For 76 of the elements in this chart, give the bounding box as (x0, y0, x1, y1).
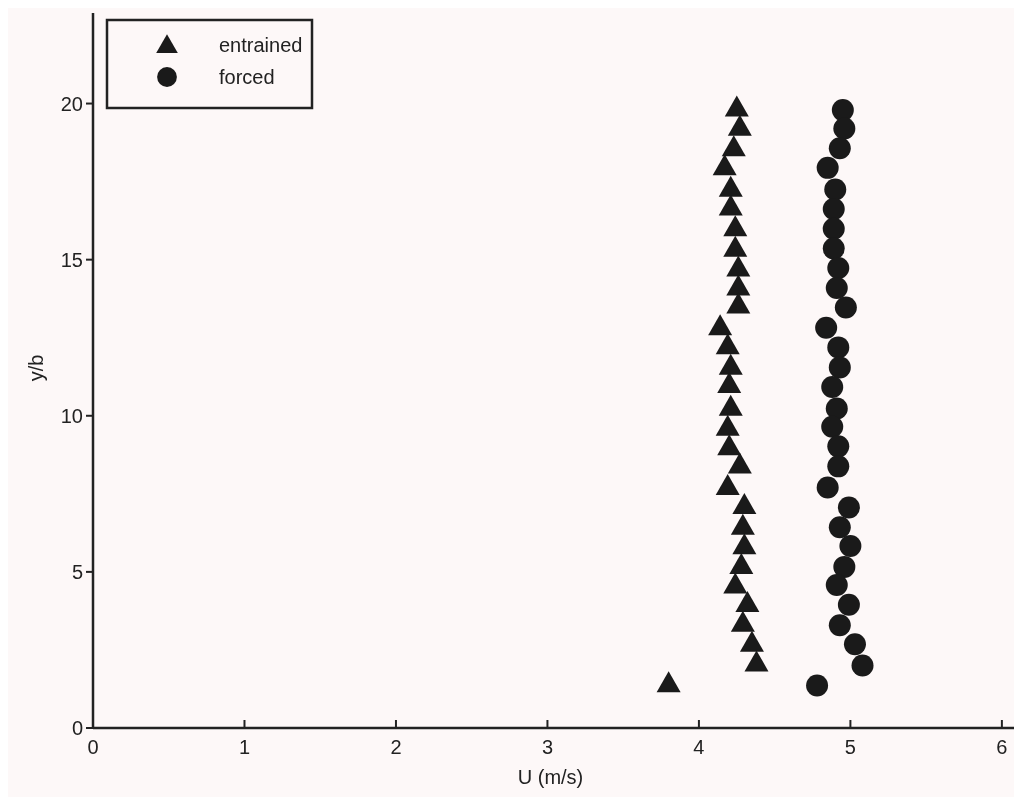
x-tick-label: 3 (541, 736, 553, 758)
x-tick-label: 0 (87, 736, 99, 758)
point (717, 434, 742, 456)
point (839, 534, 862, 557)
point (822, 198, 845, 221)
y-tick-label: 15 (60, 248, 83, 271)
point (732, 533, 757, 555)
x-axis-title: U (m/s) (517, 766, 584, 788)
y-tick-label: 5 (71, 560, 83, 583)
point (822, 237, 845, 260)
point (822, 217, 845, 240)
point (827, 336, 850, 359)
point (837, 496, 860, 519)
point (712, 154, 737, 176)
point (656, 671, 681, 693)
point (806, 674, 829, 697)
point (718, 394, 743, 416)
point (726, 255, 751, 277)
point (744, 650, 769, 672)
point (721, 135, 746, 157)
point (825, 574, 848, 596)
point (730, 513, 755, 535)
point (827, 257, 850, 280)
y-tick-label: 10 (60, 404, 83, 427)
point (843, 633, 866, 656)
point (718, 194, 743, 216)
point (828, 614, 851, 637)
point (718, 175, 743, 197)
x-tick-label: 1 (238, 736, 251, 758)
y-tick-label: 20 (60, 92, 83, 115)
legend-label: entrained (219, 34, 303, 56)
point (837, 593, 860, 616)
point (833, 555, 856, 578)
point (735, 591, 760, 613)
point (825, 397, 848, 420)
point (715, 474, 740, 496)
point (825, 277, 848, 300)
point (739, 630, 764, 652)
x-tick-label: 5 (844, 736, 856, 758)
point (724, 95, 749, 117)
point (729, 553, 754, 575)
point (726, 274, 751, 296)
x-tick-label: 6 (996, 736, 1008, 758)
y-tick-label: 0 (71, 717, 83, 739)
point (827, 435, 850, 458)
point (816, 476, 839, 499)
point (828, 137, 851, 160)
point (821, 376, 844, 399)
point (727, 114, 752, 136)
x-tick-label: 2 (390, 736, 402, 758)
point (723, 215, 748, 237)
point (730, 610, 755, 632)
point (851, 654, 874, 677)
point (824, 178, 847, 201)
point (834, 296, 857, 319)
point (715, 414, 740, 436)
point (828, 356, 851, 379)
legend-label: forced (219, 66, 275, 88)
point (723, 572, 748, 594)
point (827, 455, 850, 478)
point (717, 371, 742, 393)
point (815, 316, 838, 339)
point (816, 156, 839, 179)
point (727, 452, 752, 474)
y-axis-title: y/b (25, 354, 47, 382)
point (726, 292, 751, 314)
point (833, 117, 856, 140)
point (708, 314, 733, 336)
point (723, 235, 748, 257)
point (831, 99, 854, 122)
point (821, 415, 844, 438)
point (718, 353, 743, 375)
point (715, 333, 740, 355)
x-tick-label: 4 (693, 736, 705, 758)
point (828, 516, 851, 539)
point (732, 493, 757, 515)
